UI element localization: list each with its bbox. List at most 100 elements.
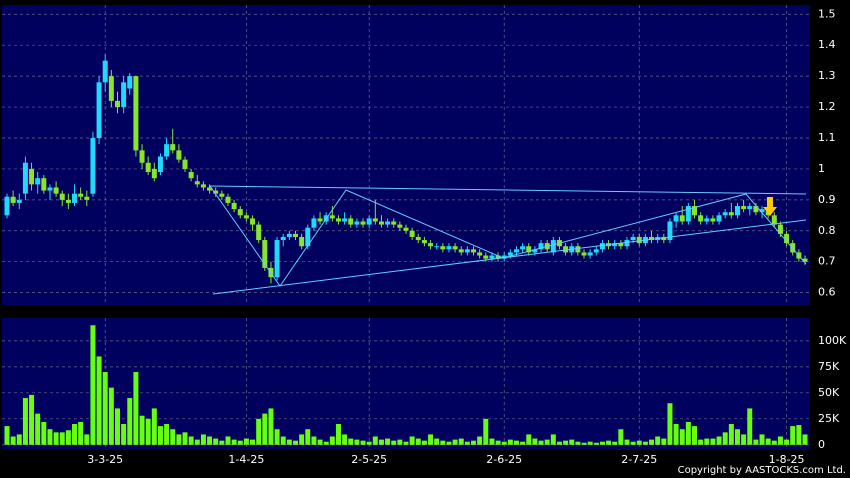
- volume-bar: [268, 408, 274, 445]
- volume-bar: [532, 438, 538, 445]
- candle-body: [692, 206, 698, 216]
- candle-body: [593, 249, 599, 253]
- support-line: [212, 219, 807, 295]
- y-tick-label: 0.8: [818, 224, 836, 237]
- volume-bar: [649, 439, 655, 445]
- volume-bar: [59, 432, 65, 445]
- volume-bar: [10, 436, 16, 445]
- y-tick-label: 1.1: [818, 131, 836, 144]
- candle-body: [513, 249, 519, 253]
- candle-body: [618, 243, 624, 247]
- volume-bar: [747, 408, 753, 445]
- candle-body: [250, 218, 256, 225]
- volume-bar: [378, 439, 384, 445]
- volume-bar: [366, 441, 372, 445]
- volume-bar: [728, 424, 734, 445]
- volume-bar: [188, 436, 194, 445]
- volume-bar: [685, 421, 691, 445]
- volume-bar: [483, 418, 489, 445]
- candle-body: [464, 249, 470, 253]
- candle-body: [378, 221, 384, 225]
- volume-bar: [348, 438, 354, 445]
- x-tick-label: 2-7-25: [621, 453, 657, 466]
- volume-bar: [194, 439, 200, 445]
- volume-bar: [636, 440, 642, 445]
- volume-bar: [538, 440, 544, 445]
- volume-bar: [434, 438, 440, 445]
- candle-body: [280, 236, 286, 241]
- candle-body: [685, 206, 691, 222]
- candle-body: [41, 178, 47, 191]
- volume-bar: [47, 429, 53, 445]
- volume-bar: [606, 440, 612, 445]
- candle-body: [213, 190, 219, 194]
- candle-body: [483, 255, 489, 259]
- volume-bar: [164, 424, 170, 445]
- volume-bar: [698, 439, 704, 445]
- volume-bar: [421, 440, 427, 445]
- volume-bar: [385, 438, 391, 445]
- candle-body: [532, 249, 538, 253]
- x-tick-label: 3-3-25: [87, 453, 123, 466]
- volume-bar: [139, 415, 145, 445]
- volume-bar: [612, 441, 618, 445]
- volume-bar: [372, 436, 378, 445]
- volume-bar: [667, 403, 673, 445]
- price-panel: [2, 5, 810, 305]
- candle-body: [372, 218, 378, 222]
- volume-bar: [35, 413, 41, 445]
- candle-body: [575, 246, 581, 253]
- volume-bar: [114, 408, 120, 445]
- candle-body: [667, 221, 673, 241]
- volume-bar: [587, 441, 593, 445]
- volume-bar: [796, 425, 802, 445]
- y-tick-label: 0.9: [818, 193, 836, 206]
- volume-bar: [599, 441, 605, 445]
- candle-body: [446, 246, 452, 250]
- y-tick-label: 1.5: [818, 7, 836, 20]
- volume-bar: [446, 441, 452, 445]
- volume-bar: [673, 424, 679, 445]
- volume-bar: [624, 439, 630, 445]
- candle-body: [225, 196, 231, 203]
- volume-bar: [354, 439, 360, 445]
- volume-bar: [489, 438, 495, 445]
- volume-bar: [133, 372, 139, 445]
- volume-bar: [243, 438, 249, 445]
- volume-bar: [507, 439, 513, 445]
- volume-bar: [618, 429, 624, 445]
- volume-bar: [759, 434, 765, 445]
- volume-bar: [471, 440, 477, 445]
- volume-bar: [237, 440, 243, 445]
- candle-body: [182, 159, 188, 169]
- candle-body: [741, 206, 747, 210]
- volume-bar: [176, 434, 182, 445]
- candle-body: [170, 144, 176, 151]
- candle-body: [550, 240, 556, 253]
- volume-tick-label: 100K: [818, 334, 847, 347]
- volume-bar: [513, 440, 519, 445]
- candle-body: [200, 184, 206, 188]
- volume-bar: [262, 413, 268, 445]
- volume-bar: [96, 356, 102, 445]
- volume-bar: [127, 398, 133, 445]
- resistance-line: [209, 185, 807, 195]
- volume-bar: [477, 436, 483, 445]
- volume-bar: [575, 441, 581, 445]
- candle-body: [704, 218, 710, 222]
- volume-bar: [329, 436, 335, 445]
- volume-bar: [403, 441, 409, 445]
- volume-bar: [593, 442, 599, 445]
- candle-body: [471, 249, 477, 253]
- volume-bar: [293, 440, 299, 445]
- candle-body: [207, 187, 213, 191]
- volume-bar: [170, 429, 176, 445]
- candle-body: [440, 246, 446, 250]
- volume-bar: [765, 438, 771, 445]
- candle-body: [802, 258, 808, 262]
- candle-body: [630, 236, 636, 241]
- candle-body: [305, 227, 311, 247]
- volume-bar: [250, 439, 256, 445]
- candle-body: [133, 76, 139, 151]
- volume-bar: [225, 436, 231, 445]
